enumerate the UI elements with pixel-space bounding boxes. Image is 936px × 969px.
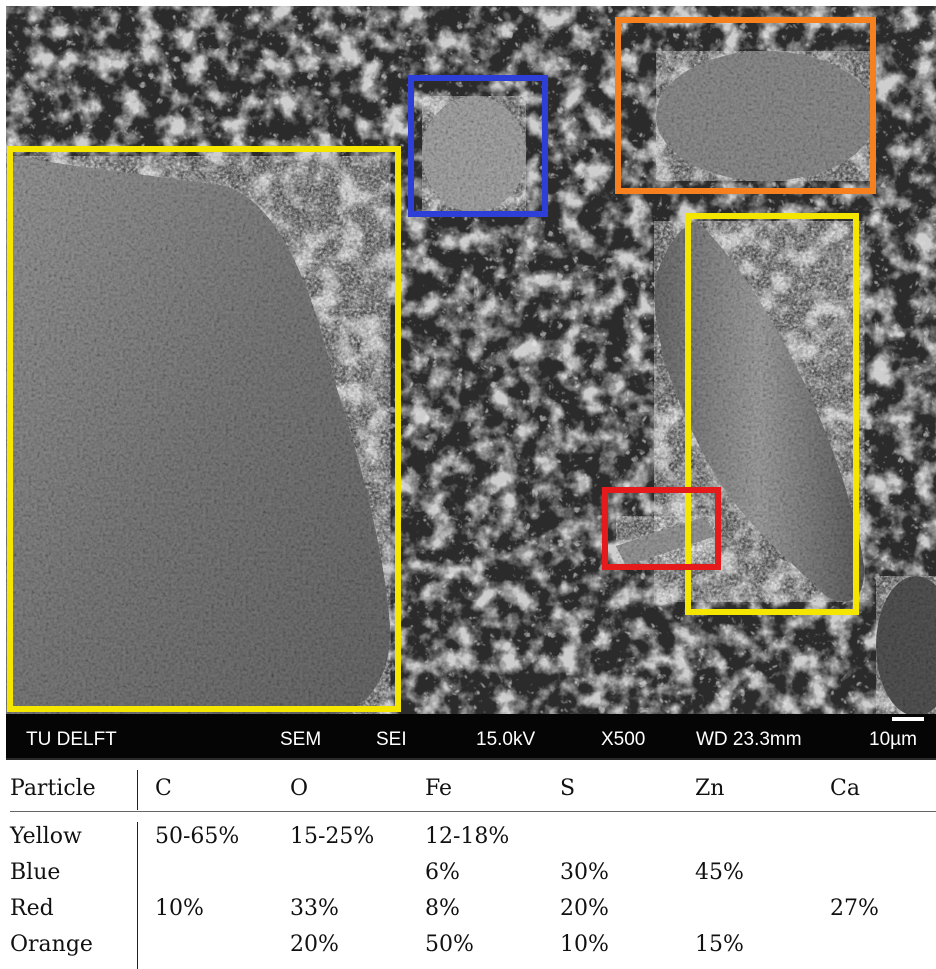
row-red-c: 10%: [155, 896, 204, 921]
header-s: S: [560, 776, 576, 801]
row-yellow-fe: 12-18%: [425, 824, 510, 849]
header-zn: Zn: [695, 776, 725, 801]
magnification-label: X500: [601, 729, 646, 750]
row-orange-particle: Orange: [10, 932, 93, 957]
scale-label: 10µm: [869, 729, 917, 750]
working-distance-label: WD 23.3mm: [696, 729, 802, 750]
row-blue-fe: 6%: [425, 860, 460, 885]
bulbous-particle: [422, 96, 526, 212]
sem-micrograph: [6, 6, 936, 714]
header-separator: [137, 770, 138, 810]
blue-box: [408, 75, 548, 217]
row-orange-fe: 50%: [425, 932, 474, 957]
composition-table: Particle C O Fe S Zn Ca Yellow 50-65% 15…: [0, 760, 936, 969]
corner-particle: [876, 576, 936, 714]
row-red-o: 33%: [290, 896, 339, 921]
orange-box: [615, 17, 876, 194]
red-box: [602, 487, 721, 570]
row-blue-particle: Blue: [10, 860, 61, 885]
row-red-ca: 27%: [830, 896, 879, 921]
sem-info-bar: TU DELFT SEM SEI 15.0kV X500 WD 23.3mm 1…: [6, 714, 936, 758]
row-yellow-c: 50-65%: [155, 824, 240, 849]
sem-image: [6, 6, 936, 714]
row-red-fe: 8%: [425, 896, 460, 921]
row-yellow-particle: Yellow: [10, 824, 82, 849]
fibrous-particle: [654, 221, 865, 602]
header-fe: Fe: [425, 776, 453, 801]
row-yellow-o: 15-25%: [290, 824, 375, 849]
body-separator: [137, 822, 138, 969]
row-red-s: 20%: [560, 896, 609, 921]
row-red-particle: Red: [10, 896, 54, 921]
yellow-box-right: [685, 213, 859, 615]
image-bottom-rule: [6, 758, 936, 760]
instrument-label: SEM: [280, 729, 322, 750]
institution-label: TU DELFT: [26, 729, 117, 750]
yellow-box-left: [7, 146, 401, 712]
row-blue-zn: 45%: [695, 860, 744, 885]
row-orange-o: 20%: [290, 932, 339, 957]
header-rule: [10, 811, 936, 812]
header-ca: Ca: [830, 776, 860, 801]
row-orange-s: 10%: [560, 932, 609, 957]
row-orange-zn: 15%: [695, 932, 744, 957]
scale-bar: [892, 717, 924, 721]
header-c: C: [155, 776, 172, 801]
large-particle: [6, 156, 391, 714]
header-o: O: [290, 776, 309, 801]
agglomerate-particle: [656, 51, 876, 181]
detector-label: SEI: [376, 729, 407, 750]
row-blue-s: 30%: [560, 860, 609, 885]
voltage-label: 15.0kV: [476, 729, 536, 750]
header-particle: Particle: [10, 776, 96, 801]
